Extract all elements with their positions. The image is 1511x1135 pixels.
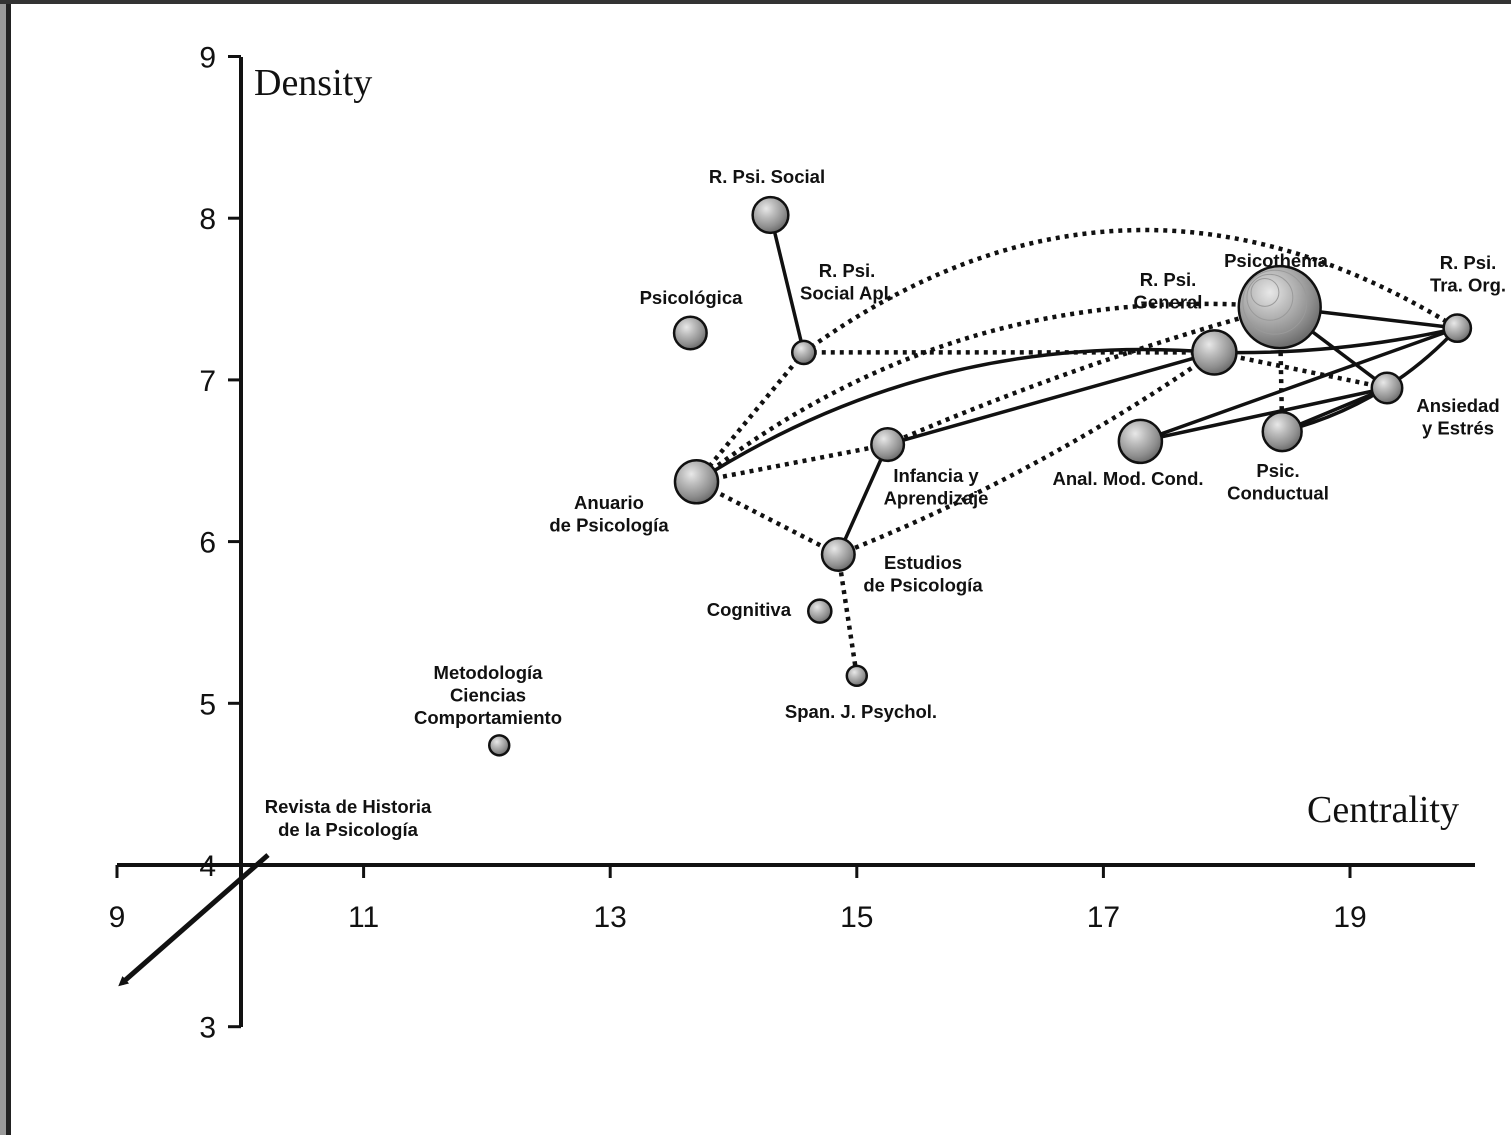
label-rpsisocial: R. Psi. Social bbox=[709, 166, 825, 187]
x-tick-label: 17 bbox=[1087, 901, 1120, 934]
label-infancia: Infancia y Aprendizaje bbox=[884, 465, 989, 509]
y-tick-label: 9 bbox=[199, 42, 216, 75]
annotations: Revista de Historia de la Psicología bbox=[118, 796, 432, 987]
node-psicothema bbox=[1237, 264, 1322, 350]
label-anal: Anal. Mod. Cond. bbox=[1052, 468, 1203, 489]
offchart-arrow bbox=[118, 853, 270, 987]
label-anuario: Anuario de Psicología bbox=[549, 492, 669, 536]
x-tick-label: 11 bbox=[348, 901, 379, 934]
edge-anal-rpsitraorg bbox=[1139, 326, 1458, 443]
network-nodes bbox=[488, 195, 1473, 757]
y-tick-label: 7 bbox=[199, 365, 216, 398]
label-spanj: Span. J. Psychol. bbox=[785, 701, 937, 722]
axis-ticks: 9 11 13 15 17 19 3 4 5 6 7 8 9 bbox=[109, 42, 1367, 1045]
node-psicologica bbox=[672, 315, 708, 351]
node-cognitiva bbox=[807, 598, 833, 624]
edge-infancia-psicothema bbox=[886, 304, 1281, 447]
node-ansiedad bbox=[1370, 371, 1404, 405]
label-estudios: Estudios de Psicología bbox=[863, 552, 983, 596]
edge-anuario-psicothema bbox=[695, 301, 1280, 484]
label-psicologica: Psicológica bbox=[640, 287, 744, 308]
edge-rpsisocialapl-anuario bbox=[694, 350, 806, 484]
x-tick-label: 9 bbox=[109, 901, 126, 934]
edge-anal-ansiedad bbox=[1140, 386, 1388, 444]
node-spanj bbox=[845, 664, 869, 688]
node-rpsisocialapl bbox=[790, 339, 817, 366]
edge-anuario-estudios bbox=[695, 479, 840, 557]
label-rpsitraorg: R. Psi. Tra. Org. bbox=[1430, 252, 1506, 296]
label-rpsisocialapl: R. Psi. Social Apl. bbox=[800, 260, 894, 304]
node-rpsisocial bbox=[751, 195, 790, 235]
y-axis-title: Density bbox=[254, 62, 372, 104]
node-infancia bbox=[870, 427, 906, 463]
label-rpsigeneral: R. Psi. General bbox=[1134, 269, 1203, 313]
edge-rpsigeneral-rpsitraorg bbox=[1214, 326, 1458, 355]
x-tick-label: 13 bbox=[594, 901, 627, 934]
edge-estudios-spanj bbox=[836, 554, 860, 677]
label-revista: Revista de Historia de la Psicología bbox=[265, 796, 432, 840]
edge-estudios-rpsigeneral bbox=[837, 350, 1216, 557]
edge-anuario-infancia bbox=[696, 442, 889, 484]
edge-anuario-rpsigeneral bbox=[695, 347, 1215, 484]
x-tick-label: 19 bbox=[1333, 901, 1366, 934]
edge-rpsisocial-rpsisocialapl bbox=[768, 214, 806, 353]
node-labels: R. Psi. Social Psicológica R. Psi. Social A… bbox=[414, 166, 1506, 728]
edge-rpsigeneral-ansiedad bbox=[1213, 350, 1388, 391]
label-ansiedad: Ansiedad y Estrés bbox=[1416, 395, 1499, 439]
label-psicconductual: Psic. Conductual bbox=[1227, 460, 1329, 504]
y-tick-label: 4 bbox=[199, 850, 216, 883]
y-tick-label: 3 bbox=[199, 1012, 216, 1045]
node-rpsitraorg bbox=[1442, 313, 1473, 344]
y-tick-label: 8 bbox=[199, 203, 216, 236]
node-anuario bbox=[673, 458, 720, 505]
edge-rpsisocialapl-rpsitraorg bbox=[802, 227, 1459, 355]
node-anal bbox=[1117, 418, 1164, 465]
edge-infancia-rpsigeneral bbox=[887, 350, 1215, 447]
label-metodologia: Metodología Ciencias Comportamiento bbox=[414, 662, 562, 728]
label-psicothema: Psicothema bbox=[1224, 250, 1329, 271]
y-tick-label: 5 bbox=[199, 688, 216, 721]
y-tick-label: 6 bbox=[199, 527, 216, 560]
x-axis-title: Centrality bbox=[1307, 789, 1459, 831]
figure-top-border bbox=[0, 0, 1511, 4]
node-psicconductual bbox=[1261, 410, 1303, 453]
node-rpsigeneral bbox=[1191, 329, 1238, 376]
x-tick-label: 15 bbox=[840, 901, 873, 934]
node-metodologia bbox=[488, 734, 511, 757]
node-estudios bbox=[820, 537, 856, 573]
edge-infancia-estudios bbox=[836, 443, 890, 556]
label-cognitiva: Cognitiva bbox=[707, 599, 792, 620]
